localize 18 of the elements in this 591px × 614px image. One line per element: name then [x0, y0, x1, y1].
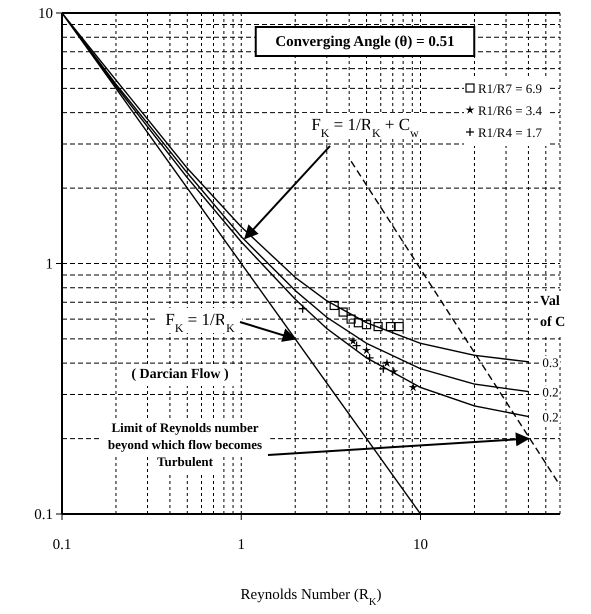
- x-tick-label: 10: [413, 537, 428, 553]
- y-tick-label: 10: [38, 6, 53, 22]
- annotation: F$_{K}$ = 1/R$_{K}$: [165, 310, 236, 335]
- y-tick-label: 0.1: [34, 507, 53, 523]
- annotation: Converging Angle (θ) = 0.51: [275, 34, 455, 50]
- annotation: of C: [540, 315, 566, 330]
- legend-label: R1/R6 = 3.4: [478, 103, 543, 118]
- annotation: F$_{K}$ = 1/R$_{K}$ + C$_{w}$: [311, 115, 420, 140]
- legend-label: R1/R4 = 1.7: [478, 125, 543, 140]
- x-tick-label: 1: [238, 537, 246, 553]
- legend-label: R1/R7 = 6.9: [478, 81, 542, 96]
- annotation: Val: [540, 294, 560, 309]
- series-label: 0.2: [542, 410, 559, 425]
- x-tick-label: 0.1: [52, 537, 72, 553]
- y-tick-label: 1: [46, 256, 53, 272]
- x-axis-title: Reynolds Number (R$_{K}$): [240, 587, 382, 608]
- annotation: Limit of Reynolds number beyond which flow becomes Turbulent: [108, 420, 262, 469]
- annotation: ( Darcian Flow ): [131, 367, 230, 382]
